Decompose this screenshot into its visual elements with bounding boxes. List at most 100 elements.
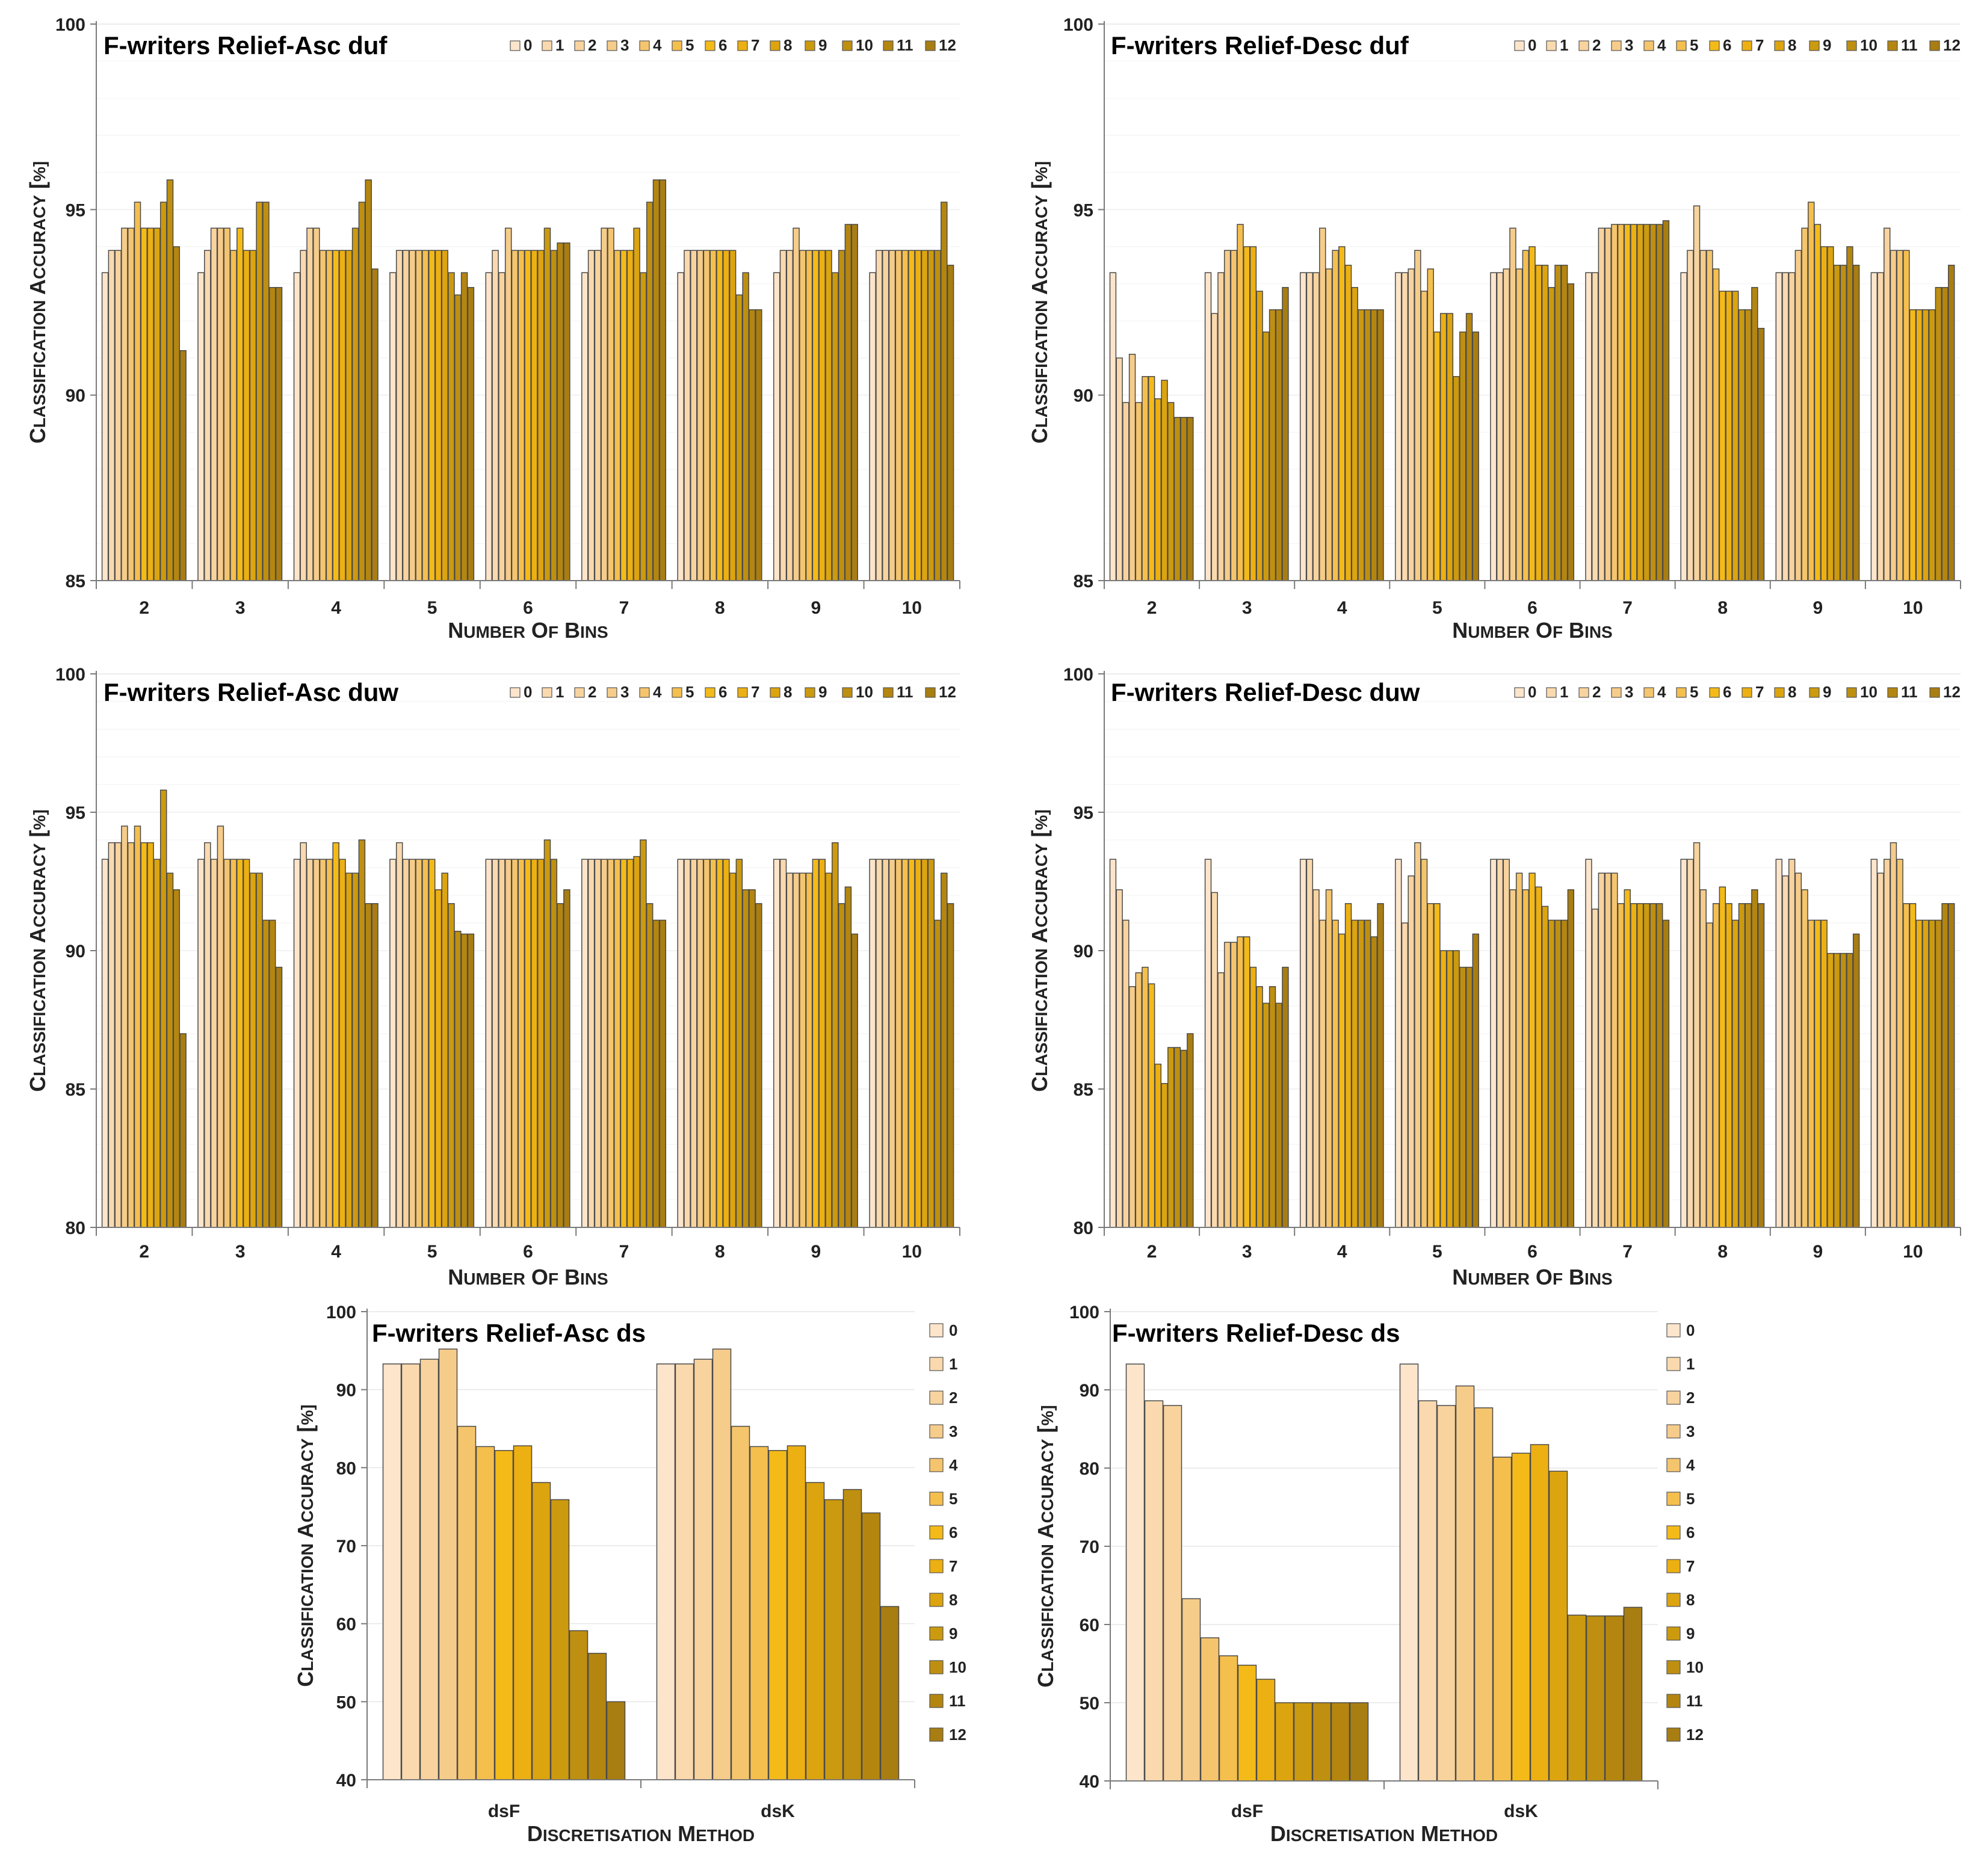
bar-8-series-2 — [1693, 842, 1701, 1228]
bar-9-series-3 — [793, 227, 800, 581]
bar-9-series-2 — [786, 872, 794, 1228]
legend-swatch — [737, 687, 748, 698]
bar-3-series-3 — [217, 227, 224, 581]
bar-6-series-7 — [1535, 265, 1542, 581]
bar-10-series-6 — [908, 250, 915, 581]
bar-10-series-5 — [1903, 250, 1910, 581]
bar-8-series-12 — [1757, 327, 1765, 581]
bar-5-series-10 — [454, 294, 462, 581]
bar-8-series-2 — [690, 859, 697, 1228]
bar-dsF-series-9 — [550, 1499, 570, 1780]
bar-4-series-12 — [371, 903, 379, 1228]
bar-3-series-7 — [1249, 246, 1257, 581]
legend-swatch — [1666, 1559, 1681, 1573]
bar-2-series-11 — [173, 246, 181, 581]
bar-dsK-series-5 — [749, 1446, 769, 1780]
bar-2-series-12 — [1187, 416, 1194, 581]
bar-9-series-6 — [1814, 224, 1822, 581]
bar-8-series-12 — [755, 309, 762, 581]
bar-8-series-7 — [1725, 903, 1732, 1228]
bar-6-series-3 — [1509, 227, 1516, 581]
legend-label: 10 — [1860, 36, 1878, 54]
bar-10-series-3 — [888, 250, 896, 581]
bar-10-series-0 — [1870, 859, 1878, 1228]
bar-8-series-5 — [1712, 268, 1720, 581]
bar-6-series-8 — [1541, 906, 1549, 1228]
legend-swatch — [929, 1727, 944, 1742]
bar-3-series-12 — [275, 966, 283, 1228]
bar-10-series-6 — [1909, 903, 1917, 1228]
y-tick-label: 100 — [55, 15, 85, 35]
y-tick-label: 70 — [336, 1537, 356, 1557]
bar-4-series-6 — [1338, 933, 1346, 1228]
bar-7-series-11 — [1656, 903, 1663, 1228]
bar-4-series-12 — [371, 268, 379, 581]
bar-dsF-series-2 — [1163, 1405, 1182, 1782]
bar-10-series-2 — [1884, 227, 1891, 581]
legend-swatch — [883, 40, 894, 51]
bar-4-series-2 — [1312, 272, 1320, 581]
bar-7-series-4 — [1611, 872, 1618, 1228]
bar-7-series-6 — [620, 859, 628, 1228]
bar-5-series-11 — [1465, 966, 1473, 1228]
bar-2-series-0 — [101, 272, 109, 581]
bar-5-series-7 — [1439, 950, 1447, 1228]
bar-10-series-4 — [1896, 250, 1903, 581]
y-tick-label: 80 — [1074, 1218, 1093, 1238]
bar-4-series-10 — [358, 202, 366, 581]
bar-7-series-6 — [1624, 224, 1631, 581]
bar-9-series-12 — [1852, 933, 1860, 1228]
bar-3-series-5 — [1237, 936, 1244, 1228]
bar-4-series-0 — [1299, 859, 1307, 1228]
x-axis-title: DISCRETISATION METHOD — [1270, 1821, 1498, 1846]
legend-label: 1 — [1560, 683, 1568, 701]
bar-3-series-2 — [210, 227, 218, 581]
bar-4-series-11 — [1370, 309, 1378, 581]
legend-label: 11 — [1901, 36, 1918, 54]
bar-9-series-11 — [844, 224, 852, 581]
legend-swatch — [1887, 40, 1898, 51]
x-tick-label: 3 — [1242, 1242, 1252, 1262]
bar-5-series-9 — [448, 272, 455, 581]
legend-label: 10 — [949, 1658, 966, 1676]
bar-3-series-5 — [230, 859, 237, 1228]
bar-5-series-0 — [1395, 859, 1402, 1228]
bar-dsK-series-10 — [1586, 1615, 1606, 1782]
bar-3-series-3 — [1223, 942, 1231, 1228]
bar-5-series-8 — [1446, 950, 1454, 1228]
legend-swatch — [925, 40, 936, 51]
bar-2-series-6 — [1148, 983, 1155, 1228]
bar-7-series-3 — [601, 859, 608, 1228]
bar-9-series-1 — [779, 250, 787, 581]
bar-6-series-12 — [1567, 283, 1575, 581]
bar-4-series-11 — [1370, 936, 1378, 1228]
bar-6-series-3 — [1509, 889, 1516, 1228]
bar-dsK-series-0 — [1399, 1363, 1419, 1782]
bar-10-series-11 — [1941, 287, 1949, 581]
bar-dsK-series-0 — [656, 1363, 676, 1780]
legend-label: 1 — [555, 683, 564, 701]
bar-2-series-3 — [121, 825, 128, 1228]
bar-6-series-11 — [1560, 919, 1568, 1228]
bar-4-series-0 — [1299, 272, 1307, 581]
bar-4-series-11 — [365, 179, 372, 581]
bar-2-series-2 — [114, 842, 122, 1228]
x-tick-label: 5 — [427, 598, 437, 618]
bar-9-series-5 — [805, 250, 813, 581]
bar-4-series-1 — [1306, 272, 1314, 581]
bar-9-series-7 — [1820, 246, 1828, 581]
bar-6-series-11 — [557, 903, 564, 1228]
bar-5-series-12 — [1472, 332, 1479, 581]
bar-7-series-0 — [1585, 859, 1592, 1228]
x-tick-label: 7 — [1622, 1242, 1633, 1262]
legend-label: 10 — [1860, 683, 1878, 701]
legend-label: 8 — [1788, 683, 1796, 701]
bar-dsF-series-7 — [513, 1445, 533, 1780]
legend-label: 3 — [1625, 36, 1633, 54]
bar-8-series-9 — [1738, 309, 1746, 581]
bar-4-series-0 — [293, 272, 301, 581]
legend-swatch — [574, 687, 585, 698]
y-tick-label: 80 — [66, 1218, 85, 1238]
bar-dsF-series-6 — [494, 1450, 514, 1780]
bar-8-series-3 — [696, 250, 704, 581]
